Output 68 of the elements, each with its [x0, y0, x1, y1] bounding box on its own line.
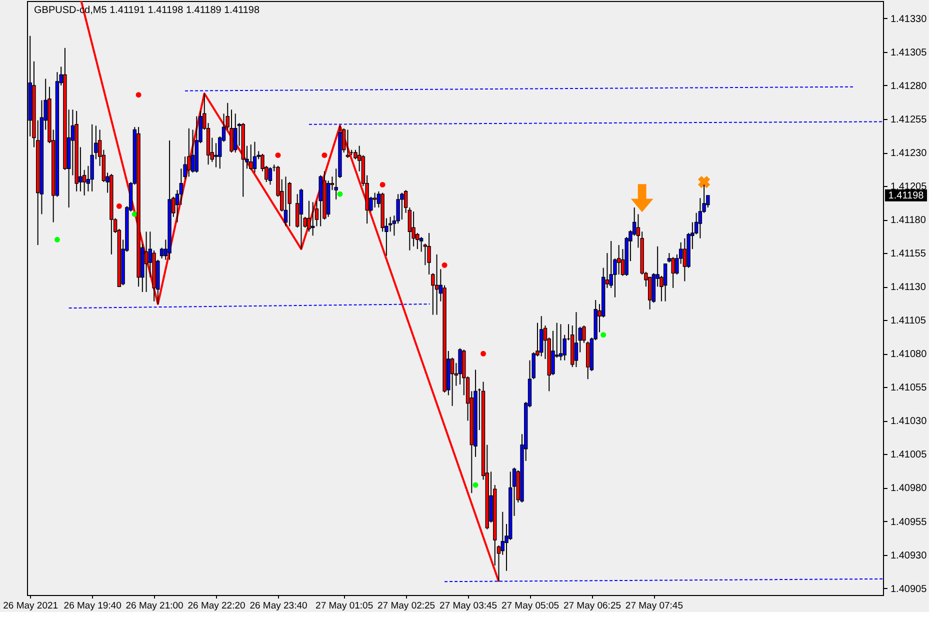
candlestick — [284, 176, 288, 227]
y-tick-label: 1.41255 — [890, 114, 928, 126]
candlestick — [400, 192, 404, 220]
y-tick-label: 1.41030 — [890, 416, 928, 428]
x-tick-label: 27 May 06:25 — [563, 600, 622, 612]
candlestick — [419, 236, 424, 252]
candlestick — [268, 166, 272, 186]
point — [337, 191, 343, 197]
point — [600, 332, 606, 338]
candlestick — [187, 128, 191, 178]
point — [380, 182, 386, 188]
point — [275, 152, 281, 158]
x-tick-label: 27 May 02:25 — [378, 600, 436, 612]
candlestick — [234, 113, 238, 154]
point — [480, 350, 486, 356]
candlestick — [160, 247, 164, 259]
candlestick — [311, 202, 315, 236]
y-tick-label: 1.41130 — [890, 282, 926, 294]
point — [116, 203, 122, 209]
candlestick — [346, 129, 350, 158]
y-tick-label: 1.41305 — [890, 47, 928, 58]
x-tick-label: 26 May 23:40 — [250, 600, 308, 612]
x-tick-label: 27 May 03:45 — [439, 600, 498, 612]
candlestick — [144, 231, 148, 292]
point — [698, 176, 710, 188]
y-tick-label: 1.41055 — [890, 382, 928, 394]
candlestick — [303, 216, 307, 228]
text: 1.41198 — [888, 190, 924, 202]
candlestick — [671, 256, 675, 288]
candlestick — [307, 200, 311, 232]
candlestick — [190, 129, 195, 174]
candlestick — [574, 312, 578, 368]
y-tick-label: 1.41080 — [890, 349, 928, 360]
candlestick — [450, 357, 454, 406]
candlestick — [412, 211, 416, 247]
candlestick — [434, 254, 439, 316]
candlestick — [249, 144, 253, 170]
y-tick-label: 1.41205 — [890, 182, 928, 193]
x-tick-label: 26 May 22:20 — [188, 600, 246, 612]
y-tick-label: 1.41105 — [890, 316, 926, 327]
y-tick-label: 1.41280 — [890, 80, 928, 92]
x-tick-label: 27 May 05:05 — [501, 600, 560, 612]
y-tick-label: 1.41330 — [890, 14, 928, 25]
y-tick-label: 1.40955 — [890, 516, 928, 528]
x-tick-label: 26 May 21:00 — [126, 600, 184, 612]
candlestick — [252, 141, 257, 174]
candlestick — [540, 316, 544, 357]
point — [472, 482, 478, 488]
x-tick-label: 26 May 19:40 — [64, 600, 122, 612]
y-tick-label: 1.41005 — [890, 450, 928, 461]
y-tick-label: 1.41155 — [890, 248, 926, 260]
y-tick-label: 1.40930 — [890, 550, 928, 562]
y-tick-label: 1.40905 — [890, 584, 928, 595]
point — [136, 92, 142, 98]
y-tick-label: 1.40980 — [890, 483, 928, 494]
point — [54, 236, 60, 242]
candlestick — [682, 238, 687, 282]
candlestick — [663, 263, 668, 302]
x-tick-label: 26 May 2021 — [3, 600, 58, 612]
y-tick-label: 1.41180 — [890, 215, 926, 226]
point — [630, 184, 654, 212]
candlestick — [372, 192, 377, 208]
point — [442, 262, 448, 268]
x-tick-label: 27 May 01:05 — [316, 600, 374, 612]
y-tick-label: 1.41230 — [890, 148, 928, 160]
x-tick-label: 27 May 07:45 — [625, 600, 683, 612]
candlestick — [288, 182, 292, 227]
point — [322, 152, 328, 158]
